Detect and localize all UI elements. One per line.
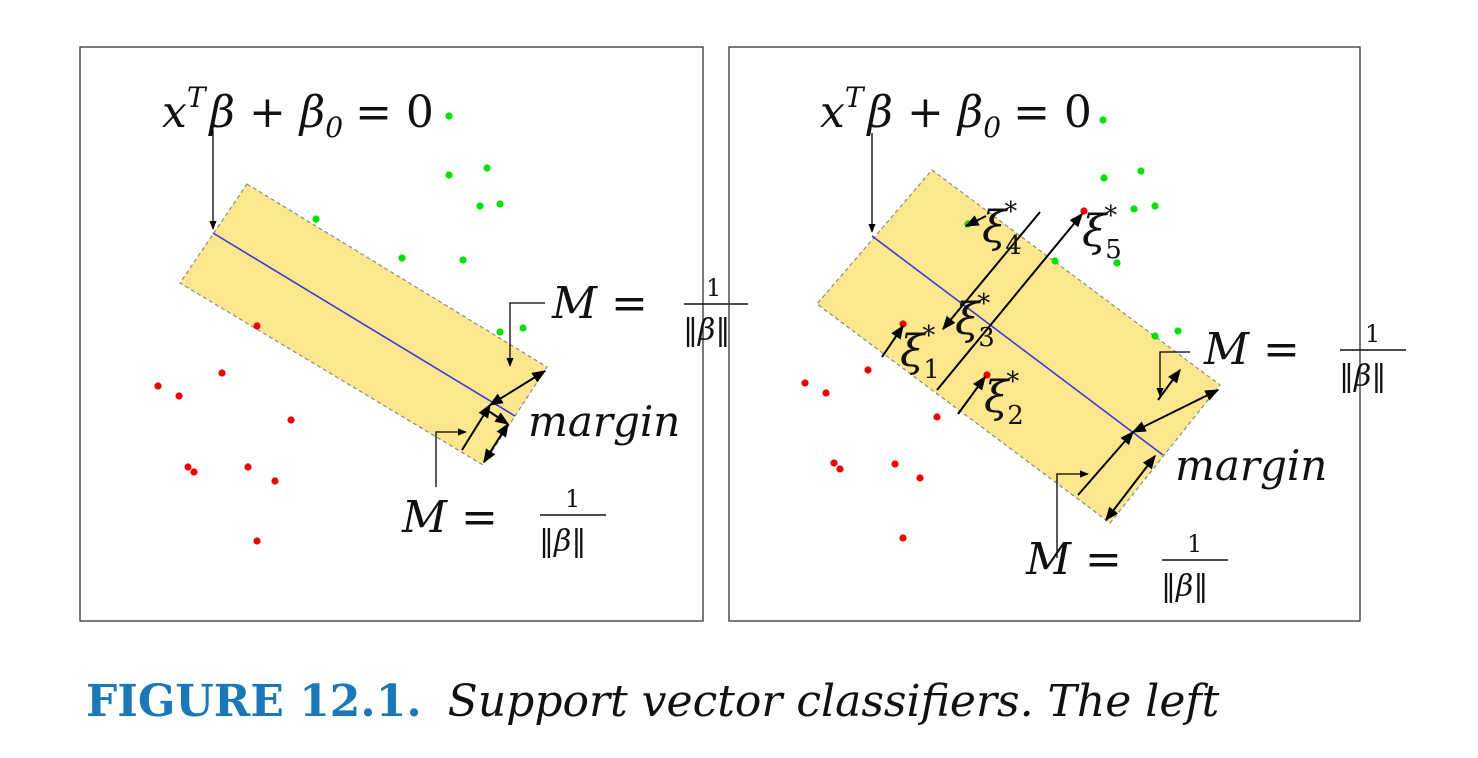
left-m-top-pointer [506,302,545,367]
red-point [253,537,261,545]
svg-text:M =: M = [1203,324,1300,375]
left-margin-arrow-mid [461,403,491,451]
red-point [244,463,252,471]
svg-text:‖β‖: ‖β‖ [539,524,586,559]
right-m-equation-bottom: M = 1 ‖β‖ [1025,530,1228,604]
green-point [1130,205,1138,213]
svg-text:‖β‖: ‖β‖ [1161,569,1208,604]
right-m-top-pointer [1156,351,1190,397]
green-point [483,164,491,172]
green-point [1113,259,1121,267]
red-point [864,366,872,374]
green-point [1051,257,1059,265]
svg-text:‖β‖: ‖β‖ [683,313,730,348]
svg-text:M =: M = [401,492,498,543]
figure-caption: FIGURE 12.1. Support vector classifiers. … [86,680,1219,724]
svg-text:1: 1 [706,274,721,302]
green-point [1137,167,1145,175]
green-point [1151,202,1159,210]
left-margin-arrow-upper [488,370,547,406]
left-panel-frame [79,46,704,622]
red-point [154,382,162,390]
green-point [496,328,504,336]
slack-label-5: ξ* 5 [1082,201,1122,265]
right-m-equation-top: M = 1 ‖β‖ [1203,320,1406,394]
green-point [519,324,527,332]
left-hyperplane-equation: xTβ + β0 = 0 [162,81,434,144]
green-point [312,215,320,223]
right-panel-frame [728,46,1361,622]
svg-text:‖β‖: ‖β‖ [1339,359,1386,394]
right-margin-label: margin [1175,441,1327,490]
red-point [190,468,198,476]
red-point [830,459,838,467]
slack-arrow-1 [881,324,904,358]
red-point [891,460,899,468]
slack-label-2: ξ* 2 [984,367,1024,431]
slack-arrow-3 [936,212,1083,391]
left-margin-arrow-lower [483,422,509,464]
right-hyperplane-equation: xTβ + β0 = 0 [820,81,1092,144]
green-point [445,171,453,179]
red-point [916,474,924,482]
red-point [836,465,844,473]
slack-arrow-2 [957,375,986,415]
left-panel: xTβ + β0 = 0 margin M = 1 ‖β‖ M = 1 ‖β‖ [79,46,748,622]
red-point [253,322,261,330]
slack-arrow-4 [942,211,1041,331]
red-point [933,413,941,421]
left-margin-arrow-mid2 [486,409,510,425]
red-point [899,534,907,542]
red-point [822,389,830,397]
left-m-bottom-pointer [435,428,467,487]
green-point [1174,327,1182,335]
caption-text: Support vector classifiers. The left [447,676,1220,727]
right-hyperplane [871,235,1164,456]
right-green-points [964,116,1182,340]
slack-label-3: ξ* 3 [955,289,995,353]
right-margin-arrow-mid [1077,430,1134,496]
left-green-points [312,112,527,336]
svg-text:1: 1 [565,485,580,513]
green-point [496,200,504,208]
left-hyperplane [212,232,516,417]
left-m-equation-bottom: M = 1 ‖β‖ [401,485,606,559]
green-point [1151,332,1159,340]
red-point [271,477,279,485]
right-margin-arrow-upper [1131,389,1220,433]
green-point [1100,174,1108,182]
right-m-bottom-pointer [1056,470,1089,558]
svg-text:1: 1 [1365,320,1380,348]
red-point [175,392,183,400]
left-red-points [154,322,295,545]
red-point [801,379,809,387]
svg-text:M =: M = [551,278,648,329]
green-point [398,254,406,262]
caption-label: FIGURE 12.1. [86,676,422,727]
red-point [218,369,226,377]
right-panel: xTβ + β0 = 0 ξ* 1 ξ* 2 ξ* 3 ξ* 4 ξ* 5 margin M… [728,46,1406,622]
green-point [445,112,453,120]
slack-label-4: ξ* 4 [982,197,1022,261]
slack-label-1: ξ* 1 [900,321,940,385]
green-point [1099,116,1107,124]
red-point [184,463,192,471]
red-point [287,416,295,424]
svg-text:M =: M = [1025,534,1122,585]
green-point [476,202,484,210]
right-margin-arrow-lower [1105,454,1156,522]
left-margin-label: margin [528,397,680,446]
red-point [1080,207,1088,215]
green-point [459,256,467,264]
left-m-equation-top: M = 1 ‖β‖ [551,274,748,348]
slack-arrow-5 [964,215,987,227]
svg-text:1: 1 [1187,530,1202,558]
